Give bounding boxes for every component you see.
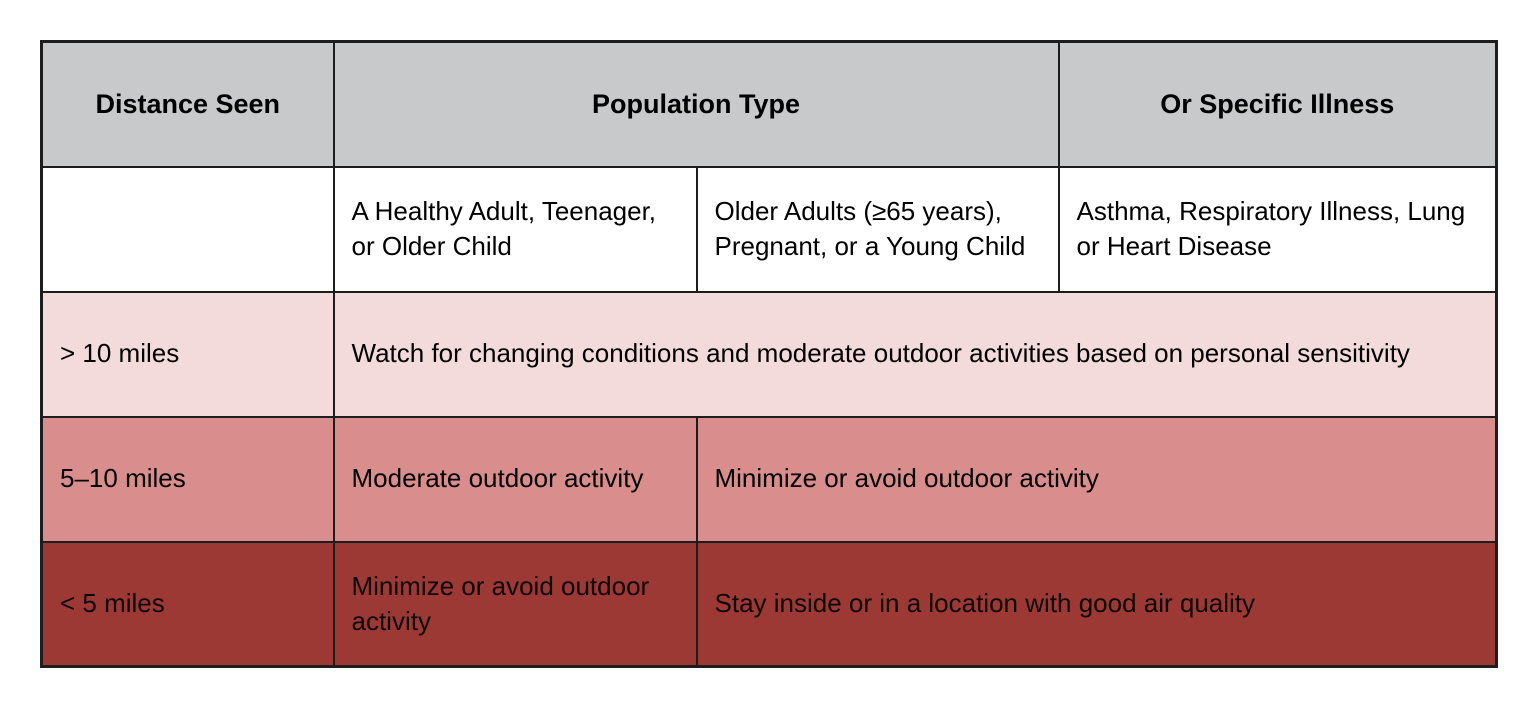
advice-sensitive-5-to-10: Minimize or avoid outdoor activity: [695, 415, 1498, 543]
distance-over-10-miles: > 10 miles: [40, 290, 335, 418]
distance-under-5-miles: < 5 miles: [40, 540, 335, 668]
subheader-illness-population: Asthma, Respiratory Illness, Lung or Hea…: [1057, 165, 1498, 293]
row-5-to-10-miles: 5–10 miles Moderate outdoor activity Min…: [40, 415, 1498, 543]
advice-healthy-5-to-10: Moderate outdoor activity: [332, 415, 698, 543]
visibility-guidance-table: Distance Seen Population Type Or Specifi…: [40, 40, 1498, 668]
row-under-5-miles: < 5 miles Minimize or avoid outdoor acti…: [40, 540, 1498, 668]
advice-all-populations: Watch for changing conditions and modera…: [332, 290, 1498, 418]
subheader-healthy-population: A Healthy Adult, Teenager, or Older Chil…: [332, 165, 698, 293]
subheader-sensitive-population: Older Adults (≥65 years), Pregnant, or a…: [695, 165, 1060, 293]
header-population-type: Population Type: [332, 40, 1060, 168]
header-specific-illness: Or Specific Illness: [1057, 40, 1498, 168]
advice-healthy-under-5: Minimize or avoid outdoor activity: [332, 540, 698, 668]
header-distance-seen: Distance Seen: [40, 40, 335, 168]
advice-sensitive-under-5: Stay inside or in a location with good a…: [695, 540, 1498, 668]
subheader-empty-cell: [40, 165, 335, 293]
row-over-10-miles: > 10 miles Watch for changing conditions…: [40, 290, 1498, 418]
distance-5-to-10-miles: 5–10 miles: [40, 415, 335, 543]
header-row: Distance Seen Population Type Or Specifi…: [40, 40, 1498, 168]
subheader-row: A Healthy Adult, Teenager, or Older Chil…: [40, 165, 1498, 293]
